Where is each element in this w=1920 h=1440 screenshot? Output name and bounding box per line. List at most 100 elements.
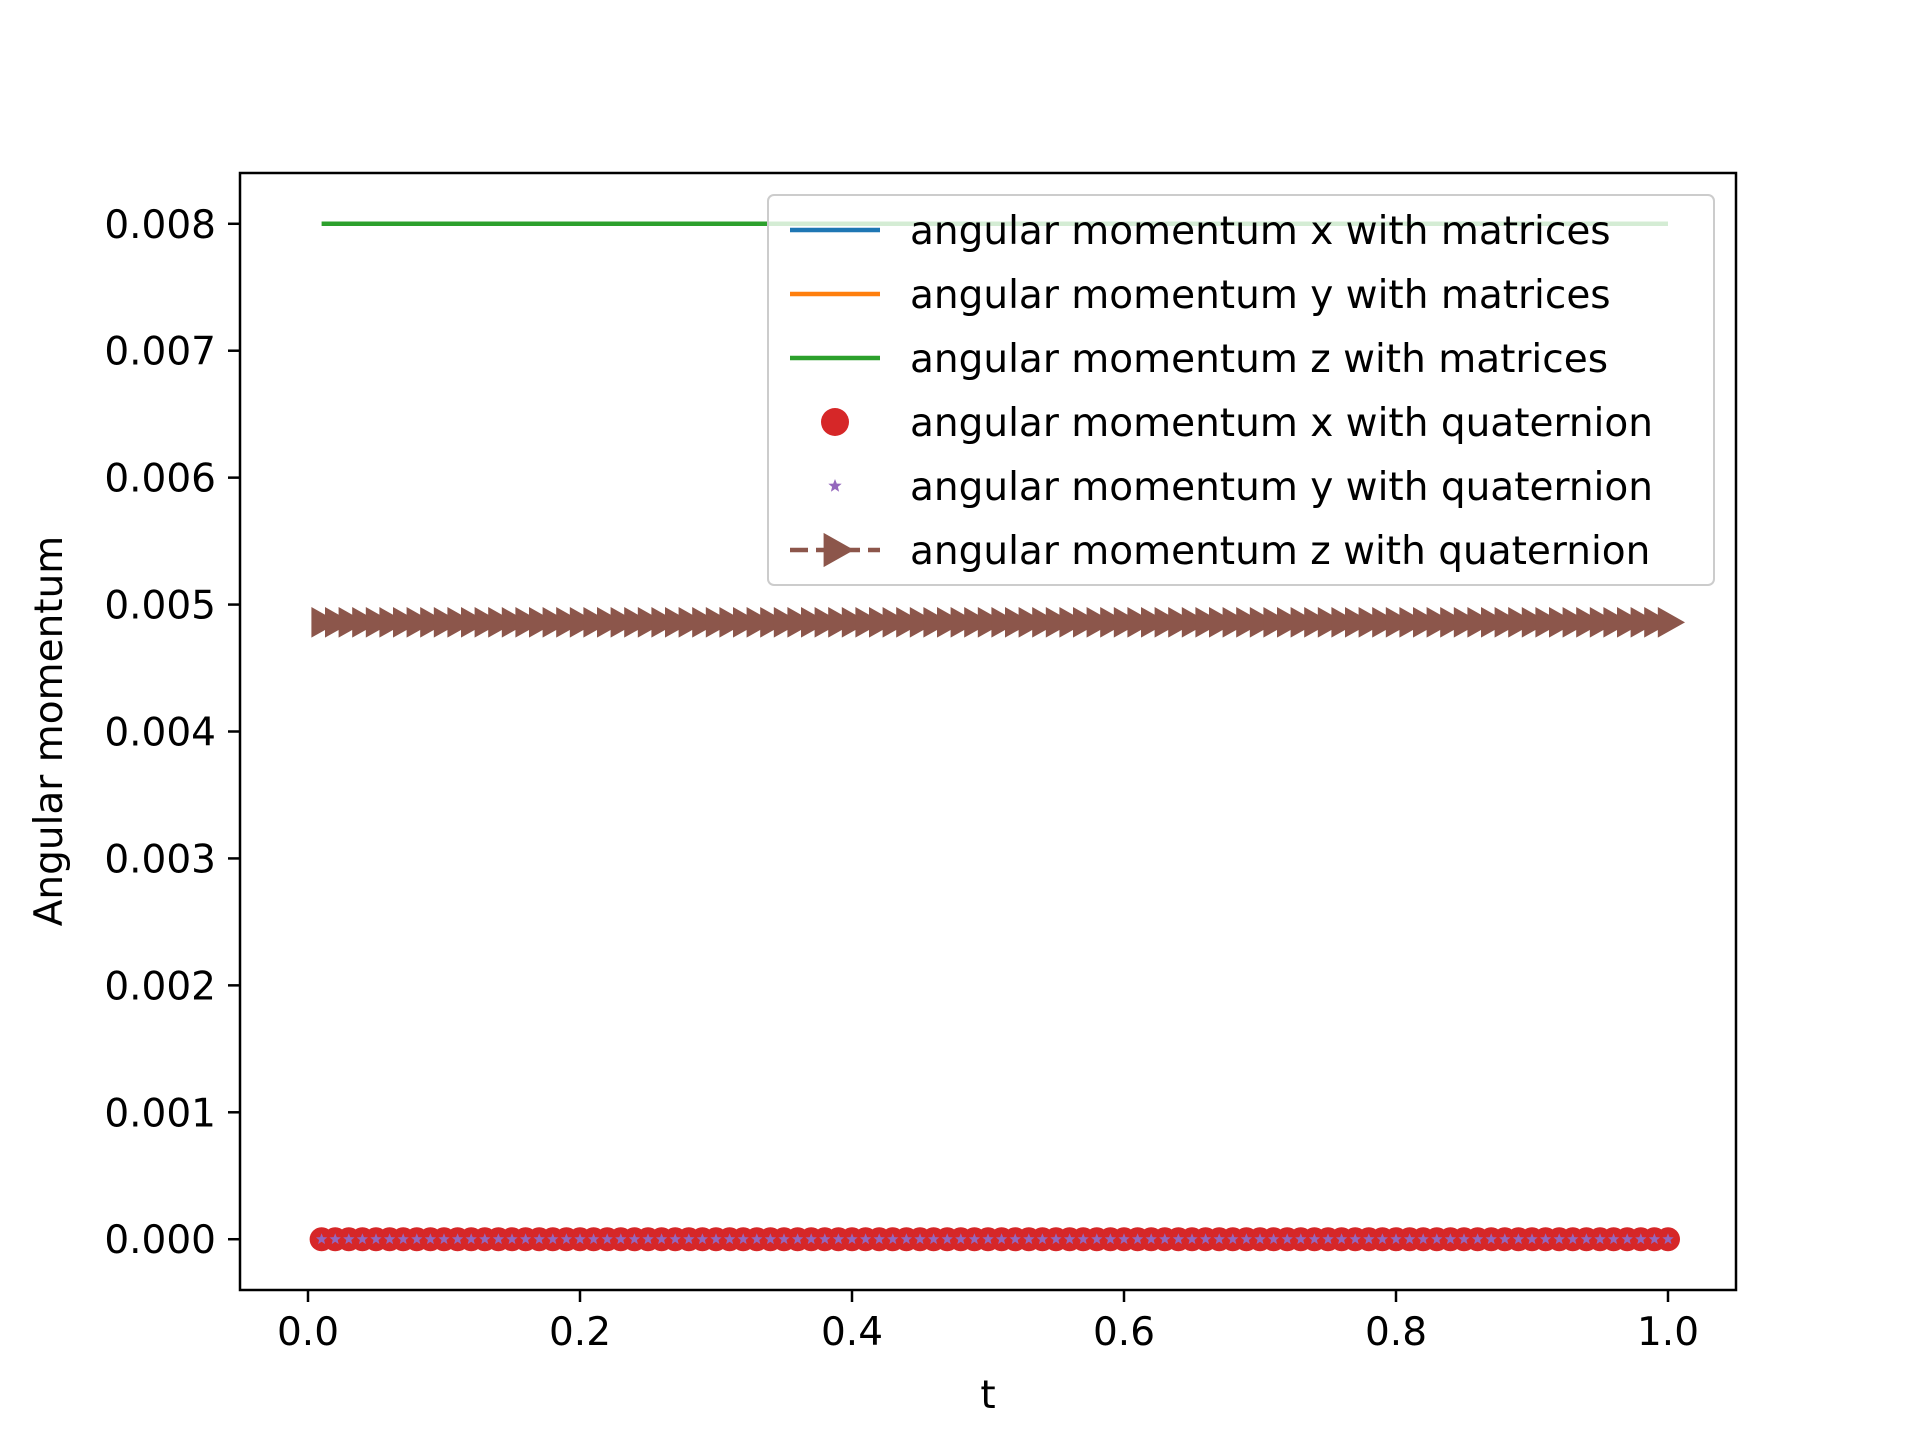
series-5-point (1648, 1233, 1661, 1245)
series-5-point (1594, 1233, 1606, 1245)
series-5-point (506, 1233, 518, 1245)
legend-item-6: angular momentum z with quaternion (790, 529, 1650, 574)
series-5-point (955, 1233, 967, 1245)
series-5-point (1458, 1233, 1470, 1245)
series-5-point (1662, 1233, 1674, 1245)
y-tick-label: 0.000 (104, 1218, 216, 1263)
series-5-point (1376, 1233, 1389, 1245)
series-5-point (1131, 1233, 1144, 1245)
series-5-point (1159, 1233, 1171, 1245)
x-axis: 0.0 0.2 0.4 0.6 0.8 1.0 (277, 1290, 1699, 1355)
series-5-point (1186, 1233, 1198, 1245)
x-axis-label: t (980, 1373, 995, 1418)
series-5-point (519, 1233, 532, 1245)
y-tick-label: 0.001 (104, 1091, 216, 1136)
series-5-point (492, 1233, 505, 1245)
series-5-point (737, 1233, 749, 1245)
series-5-point (343, 1233, 355, 1245)
series-5-point (1145, 1233, 1157, 1245)
series-5-point (1335, 1233, 1348, 1245)
series-5-point (1621, 1233, 1633, 1245)
series-5-point (329, 1233, 341, 1245)
x-tick-label: 0.8 (1365, 1310, 1427, 1355)
legend-item-1: angular momentum x with matrices (790, 209, 1611, 254)
series-5-point (587, 1233, 600, 1245)
legend-label: angular momentum z with quaternion (910, 529, 1650, 574)
series-6-point (542, 607, 570, 638)
series-5-point (1363, 1233, 1375, 1245)
x-tick-label: 0.2 (549, 1310, 611, 1355)
series-5-point (968, 1233, 981, 1245)
y-axis-label: Angular momentum (27, 536, 72, 927)
series-5-point (1104, 1233, 1117, 1245)
series-5-point (1322, 1233, 1334, 1245)
series-5-point (1308, 1233, 1321, 1245)
series-5-point (669, 1233, 681, 1245)
series-5 (315, 1233, 1674, 1245)
series-5-point (1240, 1233, 1253, 1245)
series-5-point (941, 1233, 953, 1245)
series-5-point (615, 1233, 627, 1245)
legend-label: angular momentum y with matrices (910, 273, 1611, 318)
series-5-point (1009, 1233, 1021, 1245)
series-5-point (479, 1233, 491, 1245)
series-5-point (751, 1233, 763, 1245)
series-6-point (678, 607, 706, 638)
series-5-point (438, 1233, 450, 1245)
series-5-point (370, 1233, 382, 1245)
legend-item-4: angular momentum x with quaternion (821, 401, 1653, 446)
series-5-point (927, 1233, 940, 1245)
series-5-point (1635, 1233, 1647, 1245)
series-5-point (560, 1233, 573, 1245)
series-5-point (1295, 1233, 1307, 1245)
series-5-point (424, 1233, 437, 1245)
legend-swatch (823, 532, 854, 568)
series-5-point (547, 1233, 559, 1245)
series-5-point (1050, 1233, 1062, 1245)
y-tick-label: 0.003 (104, 837, 216, 882)
series-5-point (1485, 1233, 1497, 1245)
series-5-point (1539, 1233, 1552, 1245)
series-5-point (655, 1233, 668, 1245)
x-tick-label: 0.6 (1093, 1310, 1155, 1355)
series-5-point (873, 1233, 885, 1245)
series-5-point (1580, 1233, 1593, 1245)
series-5-point (383, 1233, 396, 1245)
series-5-point (710, 1233, 722, 1245)
series-6-point (610, 607, 638, 638)
x-tick-label: 0.0 (277, 1310, 339, 1355)
series-5-point (397, 1233, 409, 1245)
series-5-point (1567, 1233, 1579, 1245)
series-5-point (914, 1233, 926, 1245)
series-5-point (832, 1233, 845, 1245)
series-5-point (1023, 1233, 1035, 1245)
series-5-point (1471, 1233, 1484, 1245)
series-5-point (628, 1233, 641, 1245)
series-5-point (887, 1233, 899, 1245)
series-5-point (601, 1233, 613, 1245)
series-5-point (846, 1233, 858, 1245)
series-5-point (1227, 1233, 1239, 1245)
series-5-point (696, 1233, 709, 1245)
legend-item-5: angular momentum y with quaternion (828, 465, 1653, 510)
series-5-point (1118, 1233, 1130, 1245)
series-5-point (356, 1233, 369, 1245)
series-5-point (1254, 1233, 1266, 1245)
series-5-point (1512, 1233, 1525, 1245)
y-tick-label: 0.005 (104, 584, 216, 629)
series-5-point (819, 1233, 831, 1245)
series-5-point (1417, 1233, 1429, 1245)
legend-label: angular momentum x with quaternion (910, 401, 1653, 446)
series-5-point (791, 1233, 804, 1245)
series-5-point (1213, 1233, 1225, 1245)
series-5-point (1349, 1233, 1361, 1245)
y-axis: 0.000 0.001 0.002 0.003 0.004 0.005 0.006 0.007… (104, 203, 240, 1263)
legend-label: angular momentum z with matrices (910, 337, 1608, 382)
series-5-point (1091, 1233, 1103, 1245)
legend-label: angular momentum x with matrices (910, 209, 1611, 254)
series-5-point (859, 1233, 872, 1245)
series-5-point (764, 1233, 777, 1245)
series-5-point (574, 1233, 586, 1245)
y-tick-label: 0.004 (104, 711, 216, 756)
legend: angular momentum x with matrices angular … (767, 194, 1715, 586)
